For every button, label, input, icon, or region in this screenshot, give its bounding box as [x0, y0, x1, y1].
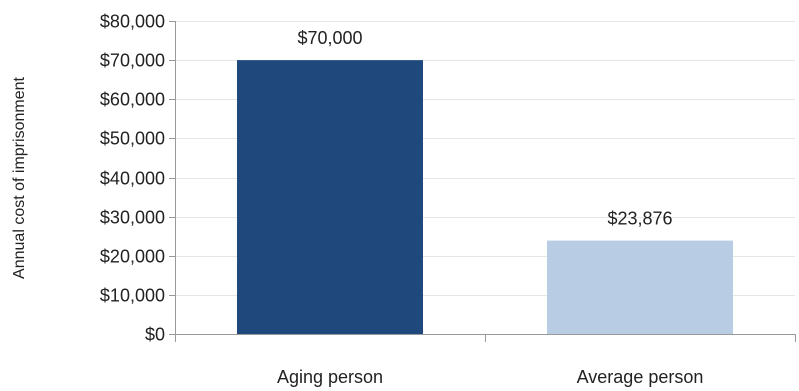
- y-tick-label: $20,000: [100, 247, 165, 267]
- y-tick-label: $0: [145, 325, 165, 345]
- bars: [237, 60, 733, 334]
- y-tick-label: $40,000: [100, 169, 165, 189]
- axes: [169, 21, 796, 342]
- y-tick-label: $60,000: [100, 90, 165, 110]
- x-category-label: Average person: [577, 367, 704, 387]
- y-tick-label: $50,000: [100, 129, 165, 149]
- y-tick-label: $80,000: [100, 12, 165, 32]
- y-tick-label: $70,000: [100, 51, 165, 71]
- bar-average-person: [547, 240, 733, 334]
- data-label: $23,876: [607, 209, 672, 229]
- y-tick-label: $10,000: [100, 286, 165, 306]
- data-label: $70,000: [297, 28, 362, 48]
- y-tick-label: $30,000: [100, 208, 165, 228]
- bar-aging-person: [237, 60, 423, 334]
- labels: $0 $10,000 $20,000 $30,000 $40,000 $50,000 $60…: [100, 12, 703, 388]
- y-axis-title: Annual cost of imprisonment: [11, 77, 28, 279]
- x-category-label: Aging person: [277, 367, 383, 387]
